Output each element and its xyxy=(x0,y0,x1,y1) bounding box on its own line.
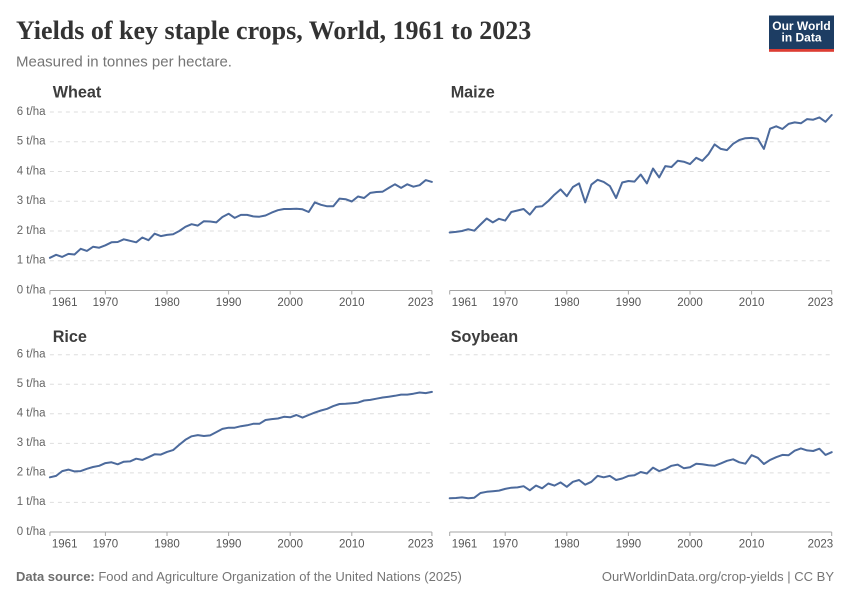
svg-text:1970: 1970 xyxy=(492,297,518,309)
svg-text:3 t/ha: 3 t/ha xyxy=(17,195,46,207)
svg-text:Maize: Maize xyxy=(451,84,495,102)
svg-text:Our World: Our World xyxy=(772,19,830,33)
svg-text:1990: 1990 xyxy=(216,297,242,309)
svg-text:1980: 1980 xyxy=(154,297,180,309)
svg-text:5 t/ha: 5 t/ha xyxy=(17,378,46,390)
svg-text:3 t/ha: 3 t/ha xyxy=(17,437,46,449)
svg-text:2 t/ha: 2 t/ha xyxy=(17,467,46,479)
svg-text:OurWorldinData.org/crop-yields: OurWorldinData.org/crop-yields | CC BY xyxy=(602,569,834,584)
svg-text:2010: 2010 xyxy=(739,297,765,309)
svg-text:2 t/ha: 2 t/ha xyxy=(17,225,46,237)
svg-text:1980: 1980 xyxy=(554,297,580,309)
svg-text:2010: 2010 xyxy=(339,297,365,309)
svg-text:1970: 1970 xyxy=(93,539,119,551)
svg-text:1970: 1970 xyxy=(492,539,518,551)
svg-text:Soybean: Soybean xyxy=(451,328,518,346)
svg-text:0 t/ha: 0 t/ha xyxy=(17,284,46,296)
svg-text:1961: 1961 xyxy=(452,297,478,309)
svg-text:2000: 2000 xyxy=(277,539,303,551)
svg-text:2010: 2010 xyxy=(739,539,765,551)
svg-text:5 t/ha: 5 t/ha xyxy=(17,136,46,148)
svg-text:2023: 2023 xyxy=(408,539,434,551)
svg-text:6 t/ha: 6 t/ha xyxy=(17,106,46,118)
svg-text:1990: 1990 xyxy=(616,539,642,551)
svg-text:1980: 1980 xyxy=(154,539,180,551)
svg-text:in Data: in Data xyxy=(781,31,821,45)
svg-text:1961: 1961 xyxy=(52,539,78,551)
svg-text:2023: 2023 xyxy=(808,539,834,551)
svg-text:1970: 1970 xyxy=(93,297,119,309)
svg-text:4 t/ha: 4 t/ha xyxy=(17,165,46,177)
svg-text:1961: 1961 xyxy=(52,297,78,309)
svg-text:Rice: Rice xyxy=(53,328,87,346)
svg-text:2023: 2023 xyxy=(408,297,434,309)
svg-text:1961: 1961 xyxy=(452,539,478,551)
svg-text:2023: 2023 xyxy=(808,297,834,309)
svg-text:Measured in tonnes per hectare: Measured in tonnes per hectare. xyxy=(16,54,232,71)
svg-text:4 t/ha: 4 t/ha xyxy=(17,408,46,420)
svg-text:Wheat: Wheat xyxy=(53,84,102,102)
svg-text:1990: 1990 xyxy=(216,539,242,551)
svg-text:1 t/ha: 1 t/ha xyxy=(17,255,46,267)
svg-text:6 t/ha: 6 t/ha xyxy=(17,349,46,361)
svg-text:Yields of key staple crops, Wo: Yields of key staple crops, World, 1961 … xyxy=(16,16,531,45)
svg-text:2000: 2000 xyxy=(277,297,303,309)
svg-text:1 t/ha: 1 t/ha xyxy=(17,496,46,508)
svg-text:2000: 2000 xyxy=(677,539,703,551)
svg-text:1980: 1980 xyxy=(554,539,580,551)
svg-text:0 t/ha: 0 t/ha xyxy=(17,526,46,538)
svg-text:2000: 2000 xyxy=(677,297,703,309)
svg-text:Data source: Food and Agricult: Data source: Food and Agriculture Organi… xyxy=(16,569,462,584)
svg-text:1990: 1990 xyxy=(616,297,642,309)
svg-text:2010: 2010 xyxy=(339,539,365,551)
